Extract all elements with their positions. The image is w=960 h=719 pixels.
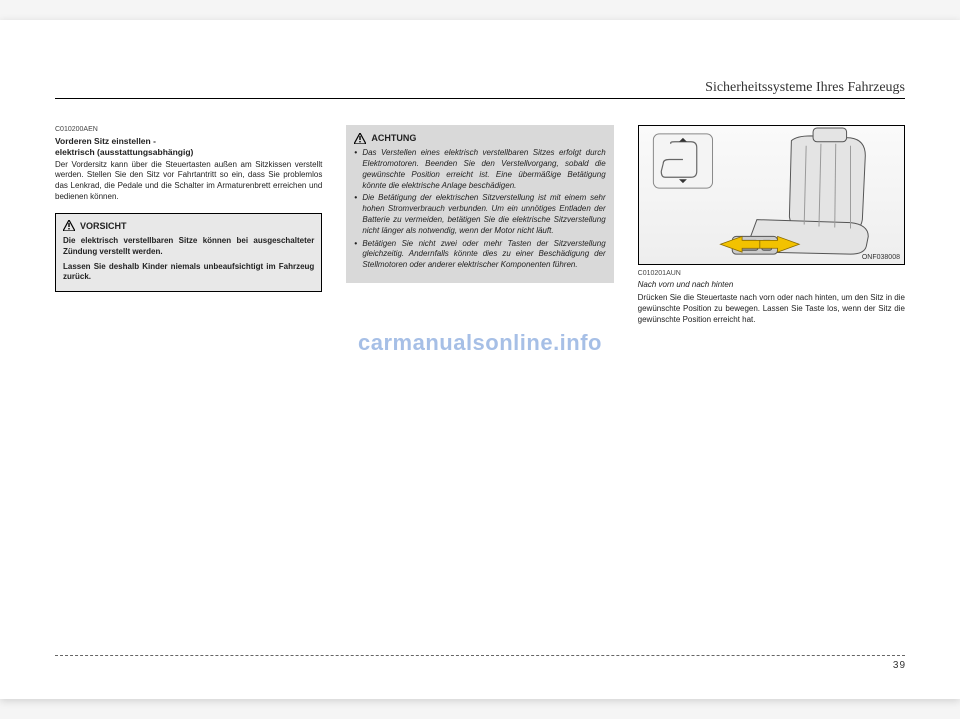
warning-title-row: VORSICHT: [63, 220, 314, 232]
column-2: ACHTUNG •Das Verstellen eines elektrisch…: [346, 125, 613, 326]
caution-item: •Betätigen Sie nicht zwei oder mehr Tast…: [354, 239, 605, 271]
section-heading: Vorderen Sitz einstellen - elektrisch (a…: [55, 136, 322, 157]
warning-title: VORSICHT: [80, 220, 127, 232]
warning-text-2: Lassen Sie deshalb Kinder niemals unbeau…: [63, 262, 314, 284]
seat-figure: ONF038008: [638, 125, 905, 265]
section-body: Drücken Sie die Steuertaste nach vorn od…: [638, 293, 905, 325]
subsection-title: Nach vorn und nach hinten: [638, 280, 905, 291]
section-code: C010200AEN: [55, 125, 322, 134]
page-header: Sicherheitssysteme Ihres Fahrzeugs: [55, 80, 905, 103]
page-number: 39: [55, 660, 905, 671]
section-body: Der Vordersitz kann über die Steuertaste…: [55, 160, 322, 203]
caution-icon: [354, 133, 366, 144]
caution-item: •Das Verstellen eines elektrisch verstel…: [354, 148, 605, 191]
column-1: C010200AEN Vorderen Sitz einstellen - el…: [55, 125, 322, 326]
caution-item: •Die Betätigung der elektrischen Sitzver…: [354, 193, 605, 236]
caution-title-row: ACHTUNG: [354, 132, 605, 144]
figure-label: ONF038008: [862, 253, 900, 262]
caution-box: ACHTUNG •Das Verstellen eines elektrisch…: [346, 125, 613, 283]
warning-text-1: Die elektrisch verstellbaren Sitze könne…: [63, 236, 314, 258]
caution-list: •Das Verstellen eines elektrisch verstel…: [354, 148, 605, 271]
warning-box: VORSICHT Die elektrisch verstellbaren Si…: [55, 213, 322, 292]
column-3: ONF038008 C010201AUN Nach vorn und nach …: [638, 125, 905, 326]
section-code: C010201AUN: [638, 269, 905, 278]
header-title: Sicherheitssysteme Ihres Fahrzeugs: [705, 80, 905, 95]
caution-title: ACHTUNG: [371, 132, 416, 144]
manual-page: Sicherheitssysteme Ihres Fahrzeugs C0102…: [0, 20, 960, 699]
watermark: carmanualsonline.info: [0, 330, 960, 356]
header-rule: [55, 98, 905, 99]
footer-rule: [55, 655, 905, 656]
page-within-chapter: 9: [899, 660, 905, 671]
page-footer: 39: [55, 655, 905, 671]
content-columns: C010200AEN Vorderen Sitz einstellen - el…: [55, 125, 905, 326]
warning-icon: [63, 220, 75, 231]
